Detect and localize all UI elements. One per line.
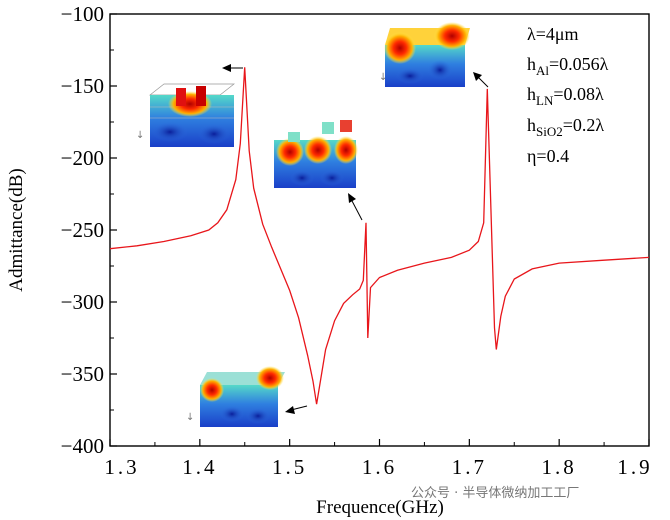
- arrow-to-resonance-2: [473, 72, 489, 88]
- eta-label: η=0.4: [527, 146, 569, 166]
- y-tick-label: −100: [61, 2, 104, 26]
- lambda-label: λ=4μm: [527, 24, 579, 44]
- arrow-to-antiresonance: [285, 405, 308, 414]
- x-tick-label: 1.8: [542, 455, 577, 479]
- y-tick-label: −250: [61, 218, 104, 242]
- x-tick-label: 1.4: [182, 455, 217, 479]
- svg-text:↓: ↓: [136, 130, 144, 141]
- h-sio2-label: hSiO2=0.2λ: [527, 115, 604, 139]
- arrow-to-spurious-mode: [348, 193, 363, 221]
- admittance-series-line: [109, 67, 650, 405]
- y-tick-label: −200: [61, 146, 104, 170]
- x-tick-label: 1.7: [452, 455, 487, 479]
- x-tick-label: 1.6: [362, 455, 397, 479]
- y-tick-label: −350: [61, 362, 104, 386]
- mode-shape-inset-spurious: [274, 120, 358, 188]
- arrow-to-resonance-1: [222, 64, 243, 72]
- mode-shape-inset-resonance-1: ↓: [136, 83, 236, 147]
- x-tick-label: 1.3: [104, 455, 139, 479]
- mode-shape-inset-resonance-2: ↓: [379, 22, 470, 87]
- parameter-legend: λ=4μm hAl=0.056λ hLN=0.08λ hSiO2=0.2λ η=…: [527, 24, 609, 166]
- y-axis-title: Admittance(dB): [6, 168, 27, 291]
- x-ticks: 1.3 1.4 1.5 1.6 1.7 1.8 1.9: [104, 439, 652, 479]
- y-tick-label: −150: [61, 74, 104, 98]
- svg-text:↓: ↓: [186, 412, 194, 423]
- watermark-text: 公众号 · 半导体微纳加工工厂: [411, 486, 579, 501]
- mode-shape-inset-antiresonance: ↓: [186, 366, 285, 427]
- x-tick-label: 1.5: [272, 455, 307, 479]
- h-ln-label: hLN=0.08λ: [527, 84, 604, 108]
- y-ticks: −100 −150 −200 −250 −300 −350 −400: [61, 2, 117, 458]
- y-tick-label: −300: [61, 290, 104, 314]
- x-tick-label: 1.9: [617, 455, 652, 479]
- x-axis-title: Frequence(GHz): [316, 497, 444, 518]
- h-al-label: hAl=0.056λ: [527, 54, 609, 78]
- svg-text:↓: ↓: [379, 72, 387, 83]
- y-tick-label: −400: [61, 434, 104, 458]
